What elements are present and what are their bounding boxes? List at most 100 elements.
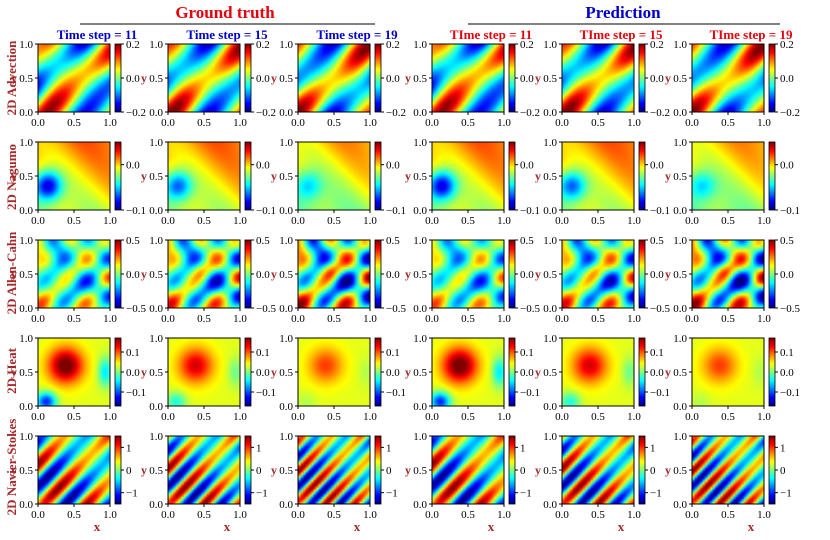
colorbar-tick-label: 0.2 [126,39,140,51]
y-tick-label: 1.0 [543,235,557,247]
y-tick-label: 0.5 [279,465,293,477]
y-tick-label: 0.5 [413,269,427,281]
x-tick-label: 0.5 [197,411,211,423]
colorbar-tick-label: −0.1 [650,205,670,217]
x-tick-label: 0.0 [161,117,175,129]
x-tick-label: 1.0 [497,117,511,129]
heatmap-panel-allen-cahn-col-4: 0.0 0.5 1.00.00.51.0y0.50.0−0.5 [405,235,540,325]
y-tick-label: 0.5 [543,465,557,477]
row-label-allen-cahn: 2D Allen-Cahn [4,231,19,314]
y-tick-label: 1.0 [19,431,33,443]
x-tick-label: 0.0 [555,313,569,325]
y-tick-label: 1.0 [19,39,33,51]
y-tick-label: 0.0 [279,205,293,217]
colorbar-tick-label: 0.5 [650,235,664,247]
y-tick-label: 1.0 [673,235,687,247]
y-axis-label: y [405,267,411,281]
x-tick-label: 0.5 [67,117,81,129]
colorbar-tick-label: −0.5 [126,303,146,315]
x-tick-label: 1.0 [627,117,641,129]
y-tick-label: 0.0 [413,499,427,511]
y-tick-label: 0.0 [673,205,687,217]
y-tick-label: 0.5 [19,465,33,477]
x-tick-label: 0.5 [591,509,605,521]
row-label-heat: 2D Heat [4,347,19,394]
heatmap-grid: 0.0 0.5 1.00.00.51.0y0.20.0−0.20.0 0.5 1.00.… [11,39,800,521]
x-tick-label: 1.0 [757,117,771,129]
y-axis-label: y [665,365,671,379]
colorbar-tick-label: 0.2 [520,39,534,51]
x-tick-label: 0.5 [327,509,341,521]
colorbar-tick-label: 0.1 [650,347,664,359]
y-tick-label: 1.0 [19,137,33,149]
y-tick-label: 0.5 [149,171,163,183]
y-tick-label: 0.0 [149,499,163,511]
x-tick-label: 0.0 [291,509,305,521]
x-tick-label: 0.5 [327,215,341,227]
colorbar [114,141,122,211]
x-tick-label: 0.5 [197,215,211,227]
heatmap-image [562,142,634,210]
colorbar-tick-label: −0.1 [780,387,800,399]
y-tick-label: 0.5 [543,367,557,379]
colorbar-tick-label: 0.0 [386,367,400,379]
colorbar-tick-label: 0.2 [386,39,400,51]
x-tick-label: 0.5 [721,509,735,521]
x-tick-label: 0.5 [591,411,605,423]
y-axis-label: y [11,71,17,85]
colorbar [244,337,252,407]
colorbar-tick-label: 0 [780,465,786,477]
heatmap-image [432,436,504,504]
y-tick-label: 0.5 [413,73,427,85]
heatmap-panel-advection-col-5: 0.0 0.5 1.0 0.0 0.5 1.0 y 0.2 0.0 −0.2 [535,39,670,129]
xlabel-col-2: x [224,519,231,534]
x-tick-label: 1.0 [103,411,117,423]
x-tick-label: 0.0 [161,509,175,521]
colorbar-tick-label: −0.2 [386,107,406,119]
x-tick-label: 1.0 [233,313,247,325]
colorbar-tick-label: 0.5 [780,235,794,247]
x-tick-label: 0.0 [685,215,699,227]
y-tick-label: 0.5 [543,269,557,281]
y-axis-label: y [141,71,147,85]
x-tick-label: 0.0 [555,117,569,129]
colorbar-tick-label: −0.2 [780,107,800,119]
y-tick-label: 0.0 [149,205,163,217]
y-tick-label: 0.5 [19,367,33,379]
y-axis-label: y [141,169,147,183]
y-axis-label: y [405,169,411,183]
heatmap-image [692,436,764,504]
heatmap-image [298,436,370,504]
y-axis-label: y [665,71,671,85]
x-tick-label: 0.0 [425,117,439,129]
y-tick-label: 1.0 [279,431,293,443]
y-tick-label: 0.5 [19,73,33,85]
y-tick-label: 0.5 [673,171,687,183]
y-axis-label: y [11,463,17,477]
y-tick-label: 0.0 [543,303,557,315]
column-title-pred-19: TIme step = 19 [710,27,793,42]
y-tick-label: 0.5 [413,367,427,379]
y-tick-label: 0.5 [149,367,163,379]
x-tick-label: 0.5 [591,117,605,129]
colorbar-tick-label: −0.1 [256,205,276,217]
colorbar-tick-label: −0.5 [650,303,670,315]
x-tick-label: 1.0 [103,117,117,129]
colorbar-tick-label: 0 [386,465,392,477]
y-axis-label: y [271,169,277,183]
x-tick-label: 0.5 [461,509,475,521]
heatmap-panel-advection-col-2: 0.0 0.5 1.0 0.0 0.5 1.0 y 0.2 0.0 −0.2 [141,39,276,129]
colorbar-tick-label: −1 [126,488,138,500]
heatmap-panel-heat-col-3: 0.0 0.5 1.0 0.0 0.5 1.0 y 0.1 0.0 −0.1 [271,333,406,423]
colorbar-tick-label: −0.5 [256,303,276,315]
colorbar-tick-label: 0.0 [520,73,534,85]
colorbar [374,43,382,113]
y-tick-label: 0.0 [279,499,293,511]
x-tick-label: 1.0 [363,117,377,129]
heatmap-panel-navier-stokes-col-5: 0.0 0.5 1.0 0.0 0.5 1.0 y 1 0 −1 [535,431,662,521]
heatmap-panel-heat-col-1: 0.0 0.5 1.00.00.51.0y0.10.0−0.1 [11,333,146,423]
y-tick-label: 0.5 [279,171,293,183]
heatmap-image [38,240,110,308]
y-tick-label: 0.0 [413,401,427,413]
y-tick-label: 0.0 [543,107,557,119]
